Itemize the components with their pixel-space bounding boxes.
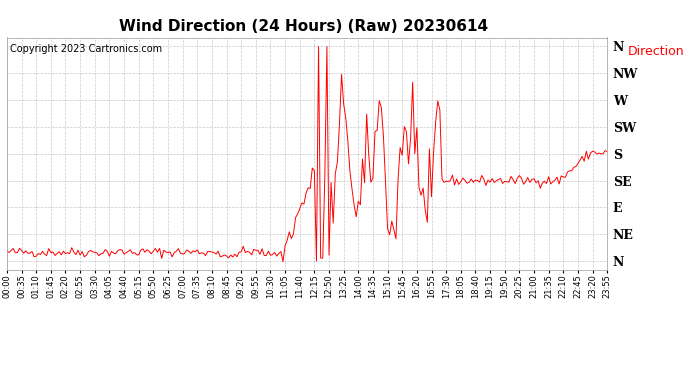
Text: Direction: Direction [628, 45, 684, 58]
Text: Wind Direction (24 Hours) (Raw) 20230614: Wind Direction (24 Hours) (Raw) 20230614 [119, 19, 488, 34]
Text: Copyright 2023 Cartronics.com: Copyright 2023 Cartronics.com [10, 45, 162, 54]
